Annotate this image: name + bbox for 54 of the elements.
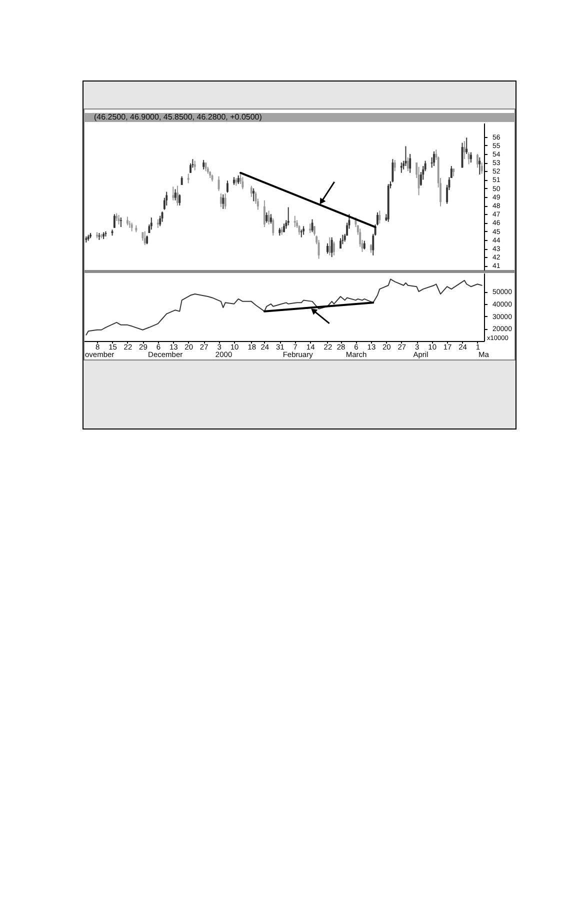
candlestick (176, 185, 178, 206)
candlestick (166, 191, 168, 206)
candlestick (150, 217, 152, 230)
candlestick (222, 194, 224, 210)
candlestick (270, 214, 272, 224)
candlestick (190, 162, 192, 174)
candlestick (476, 153, 478, 168)
candlestick (394, 159, 396, 172)
candlestick (418, 166, 420, 196)
candlestick (333, 241, 335, 256)
chart-title: (46.2500, 46.9000, 45.8500, 46.2800, +0.0500) (94, 112, 262, 122)
candlestick (250, 185, 252, 198)
candlestick (309, 223, 312, 234)
candlestick (378, 210, 381, 224)
candlestick (470, 152, 472, 164)
line-series (86, 278, 482, 336)
candlestick (406, 156, 409, 172)
candlestick (226, 180, 228, 194)
candlestick (480, 162, 483, 174)
candlestick (174, 188, 176, 201)
candlestick (172, 186, 174, 201)
candlestick (318, 239, 320, 260)
candlestick (328, 236, 331, 256)
candlestick (240, 172, 242, 185)
candlestick (326, 242, 328, 254)
candlestick (159, 215, 162, 227)
candlestick (178, 194, 181, 206)
candlestick (120, 217, 122, 228)
candlestick (468, 152, 470, 165)
candlestick (463, 140, 466, 160)
candlestick (294, 215, 296, 228)
candlestick (266, 212, 268, 224)
candlestick (342, 234, 344, 245)
candlestick (330, 236, 333, 258)
candlestick (252, 188, 255, 202)
candlestick (218, 176, 220, 192)
candlestick (478, 156, 481, 176)
candlestick (433, 150, 435, 166)
candlestick (144, 230, 146, 246)
candlestick (268, 210, 270, 225)
candlestick (272, 218, 274, 236)
candlestick (409, 153, 412, 174)
candlestick (400, 162, 402, 174)
candlestick (187, 173, 190, 184)
candlestick (113, 214, 116, 228)
candlestick (224, 192, 226, 210)
candlestick (313, 226, 316, 236)
candlestick (118, 214, 120, 225)
candlestick (202, 159, 205, 170)
candlestick (263, 200, 266, 228)
candlestick (220, 192, 222, 208)
candlestick (194, 160, 196, 171)
candlestick (287, 206, 290, 226)
candlestick (242, 176, 244, 190)
